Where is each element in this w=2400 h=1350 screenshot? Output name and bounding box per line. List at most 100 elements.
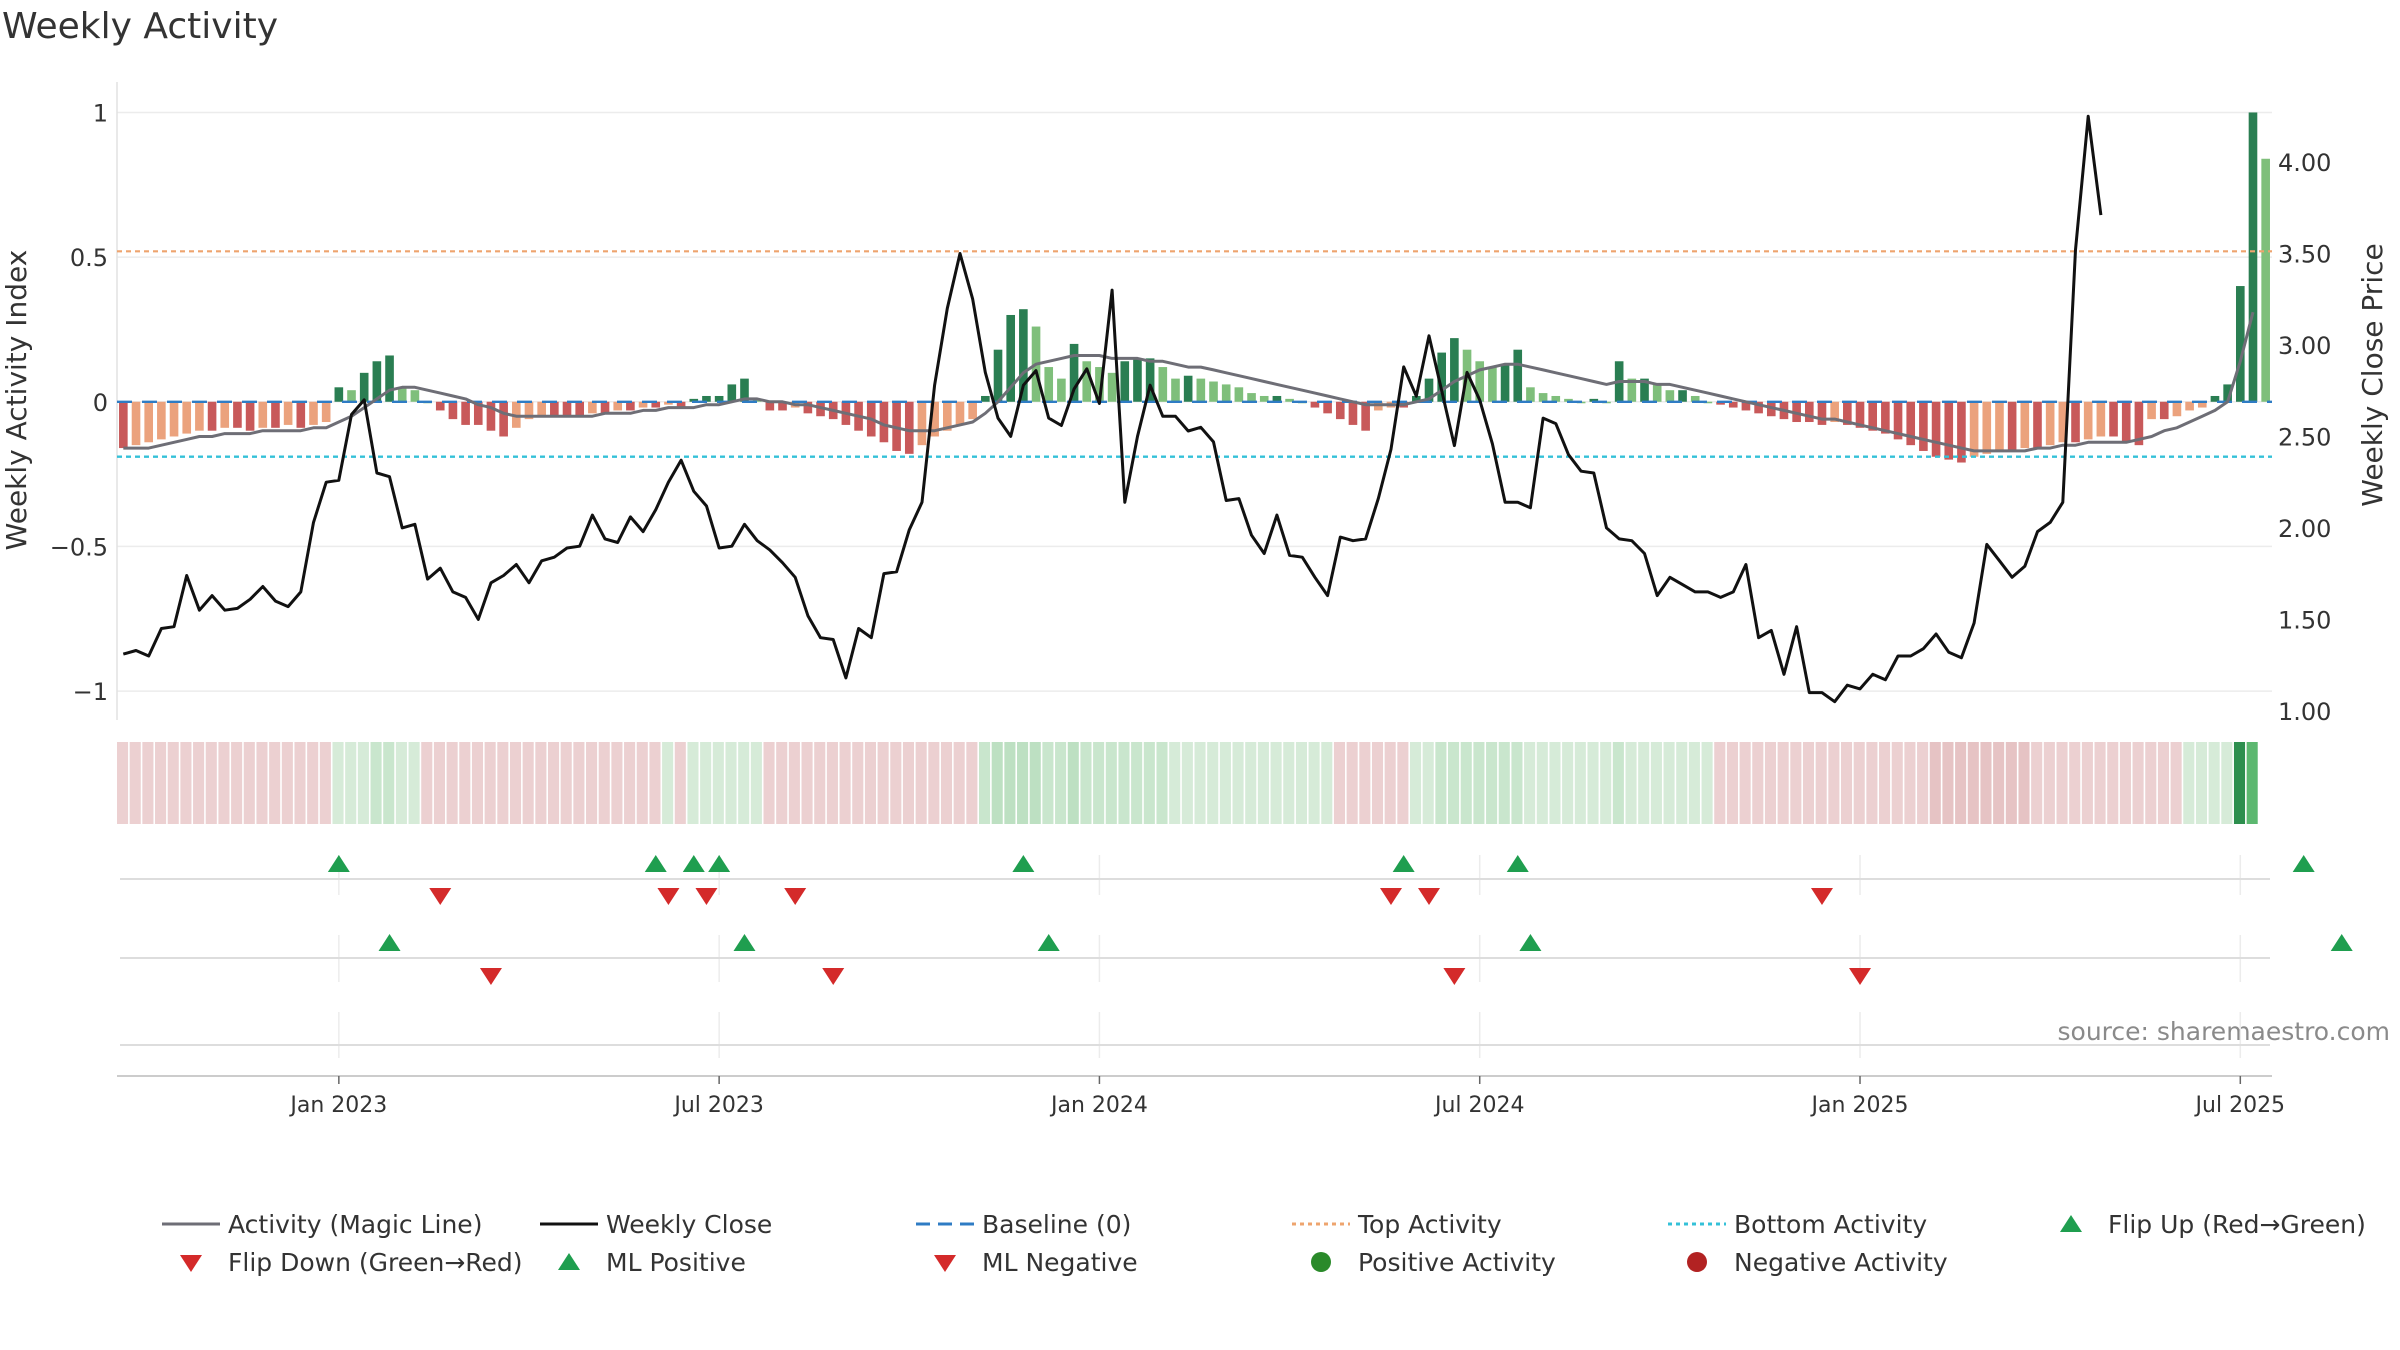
shading-cell xyxy=(1435,742,1447,824)
bottom-activity-swatch-icon xyxy=(1668,1222,1726,1226)
flip-down-marker xyxy=(695,888,718,905)
activity-bar xyxy=(1957,401,1966,463)
flip-up-marker xyxy=(1506,855,1529,872)
activity-bar xyxy=(499,401,508,437)
shading-cell xyxy=(2208,742,2220,824)
shading-cell xyxy=(1764,742,1777,824)
activity-bar xyxy=(1450,338,1459,402)
activity-bar xyxy=(1906,401,1916,446)
activity-bar xyxy=(1183,375,1193,402)
activity-bar xyxy=(1589,398,1599,402)
activity-bar xyxy=(1893,401,1903,440)
shading-cell xyxy=(788,742,800,824)
activity-bar xyxy=(271,401,280,428)
activity-bar xyxy=(1196,378,1206,402)
shading-cell xyxy=(598,742,610,824)
legend-ml-negative-label: ML Negative xyxy=(982,1247,1138,1277)
activity-bar xyxy=(1982,401,1992,454)
shading-cell xyxy=(1131,742,1143,824)
shading-cell xyxy=(1333,742,1346,824)
x-tick-label: Jan 2025 xyxy=(1810,1093,1909,1118)
shading-cell xyxy=(307,742,319,824)
shading-cell xyxy=(1714,742,1726,824)
activity-bar xyxy=(2235,286,2245,402)
shading-cell xyxy=(1219,742,1231,824)
legend-ml-negative: ML Negative xyxy=(914,1246,1138,1278)
shading-cell xyxy=(966,742,978,824)
shading-cell xyxy=(383,742,395,824)
activity-bar xyxy=(930,401,939,437)
shading-cell xyxy=(902,742,915,824)
activity-bar xyxy=(435,401,445,411)
legend-bottom-activity-label: Bottom Activity xyxy=(1734,1209,1928,1239)
activity-bar xyxy=(1044,367,1054,402)
shading-cell xyxy=(459,742,471,824)
ml-negative-marker xyxy=(479,968,502,985)
shading-cell xyxy=(1460,742,1472,824)
activity-bar xyxy=(1652,384,1662,402)
activity-bar xyxy=(562,401,572,417)
activity-bar xyxy=(1158,367,1168,402)
shading-cell xyxy=(915,742,927,824)
activity-bar xyxy=(245,401,255,431)
shading-cell xyxy=(1511,742,1523,824)
shading-cell xyxy=(1143,742,1155,824)
source-credit: source: sharemaestro.com xyxy=(2058,1017,2391,1046)
shading-cell xyxy=(611,742,623,824)
shading-cell xyxy=(1371,742,1384,824)
activity-bar xyxy=(575,401,585,417)
activity-bar xyxy=(207,401,217,431)
x-tick-label: Jul 2024 xyxy=(1433,1093,1525,1118)
activity-bar xyxy=(372,361,382,402)
flip-up-marker xyxy=(708,855,731,872)
activity-bar xyxy=(2185,401,2194,411)
shading-cell xyxy=(2132,742,2144,824)
ml-positive-marker xyxy=(378,934,401,951)
activity-bar xyxy=(1538,393,1548,402)
activity-bar xyxy=(2045,401,2055,446)
shading-cell xyxy=(129,742,141,824)
shading-cell xyxy=(1688,742,1700,824)
weekly-close-series xyxy=(122,114,2103,704)
shading-cell xyxy=(712,742,724,824)
ml-positive-marker xyxy=(733,934,756,951)
ml-positive-marker xyxy=(1037,934,1060,951)
shading-cell xyxy=(1524,742,1536,824)
shading-cell xyxy=(877,742,889,824)
activity-bar xyxy=(1019,309,1028,402)
shading-cell xyxy=(1017,742,1029,824)
shading-cell xyxy=(1562,742,1574,824)
activity-bar xyxy=(410,390,420,402)
activity-bar xyxy=(1348,401,1358,425)
activity-bar xyxy=(1209,381,1218,402)
shading-cell xyxy=(890,742,902,824)
shading-cell xyxy=(1283,742,1295,824)
activity-bar xyxy=(1627,378,1637,402)
shading-cell xyxy=(852,742,864,824)
y2-tick-label: 1.00 xyxy=(2278,698,2331,726)
activity-bar xyxy=(2134,401,2144,446)
shading-cell xyxy=(117,742,129,824)
activity-bar xyxy=(1804,401,1814,423)
activity-bar xyxy=(347,390,356,402)
activity-bar xyxy=(993,349,1003,402)
shading-cell xyxy=(839,742,851,824)
flip-up-marker xyxy=(682,855,705,872)
activity-bar xyxy=(1310,401,1320,408)
legend-magic-line-label: Activity (Magic Line) xyxy=(228,1209,483,1239)
activity-bar xyxy=(486,401,496,431)
shading-cell xyxy=(2069,742,2081,824)
activity-bar xyxy=(2020,401,2030,449)
shading-cell xyxy=(1359,742,1371,824)
shading-cell xyxy=(1790,742,1802,824)
activity-bar xyxy=(2109,401,2118,437)
activity-bar xyxy=(1095,367,1104,402)
ml-positive-marker xyxy=(1519,934,1542,951)
shading-cell xyxy=(662,742,674,824)
activity-bar xyxy=(1716,401,1725,405)
weekly-close-swatch-icon xyxy=(540,1222,598,1226)
shading-cell xyxy=(1942,742,1954,824)
shading-cell xyxy=(2119,742,2131,824)
shading-cell xyxy=(2221,742,2233,824)
shading-cell xyxy=(205,742,217,824)
